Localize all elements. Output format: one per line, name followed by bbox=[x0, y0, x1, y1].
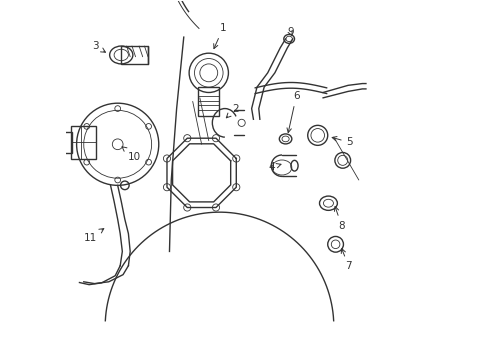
Text: 9: 9 bbox=[286, 27, 293, 37]
Text: 10: 10 bbox=[122, 147, 141, 162]
Text: 1: 1 bbox=[213, 23, 226, 49]
Bar bbox=[198, 87, 219, 116]
Text: 6: 6 bbox=[286, 91, 299, 132]
Bar bbox=[71, 126, 96, 158]
Text: 8: 8 bbox=[334, 207, 344, 231]
Text: 11: 11 bbox=[83, 229, 103, 243]
Text: 4: 4 bbox=[267, 162, 281, 172]
Text: 2: 2 bbox=[226, 104, 239, 118]
Bar bbox=[121, 46, 148, 64]
Bar bbox=[64, 132, 72, 153]
Text: 5: 5 bbox=[331, 136, 352, 148]
Text: 7: 7 bbox=[341, 249, 351, 271]
Text: 3: 3 bbox=[92, 41, 105, 52]
